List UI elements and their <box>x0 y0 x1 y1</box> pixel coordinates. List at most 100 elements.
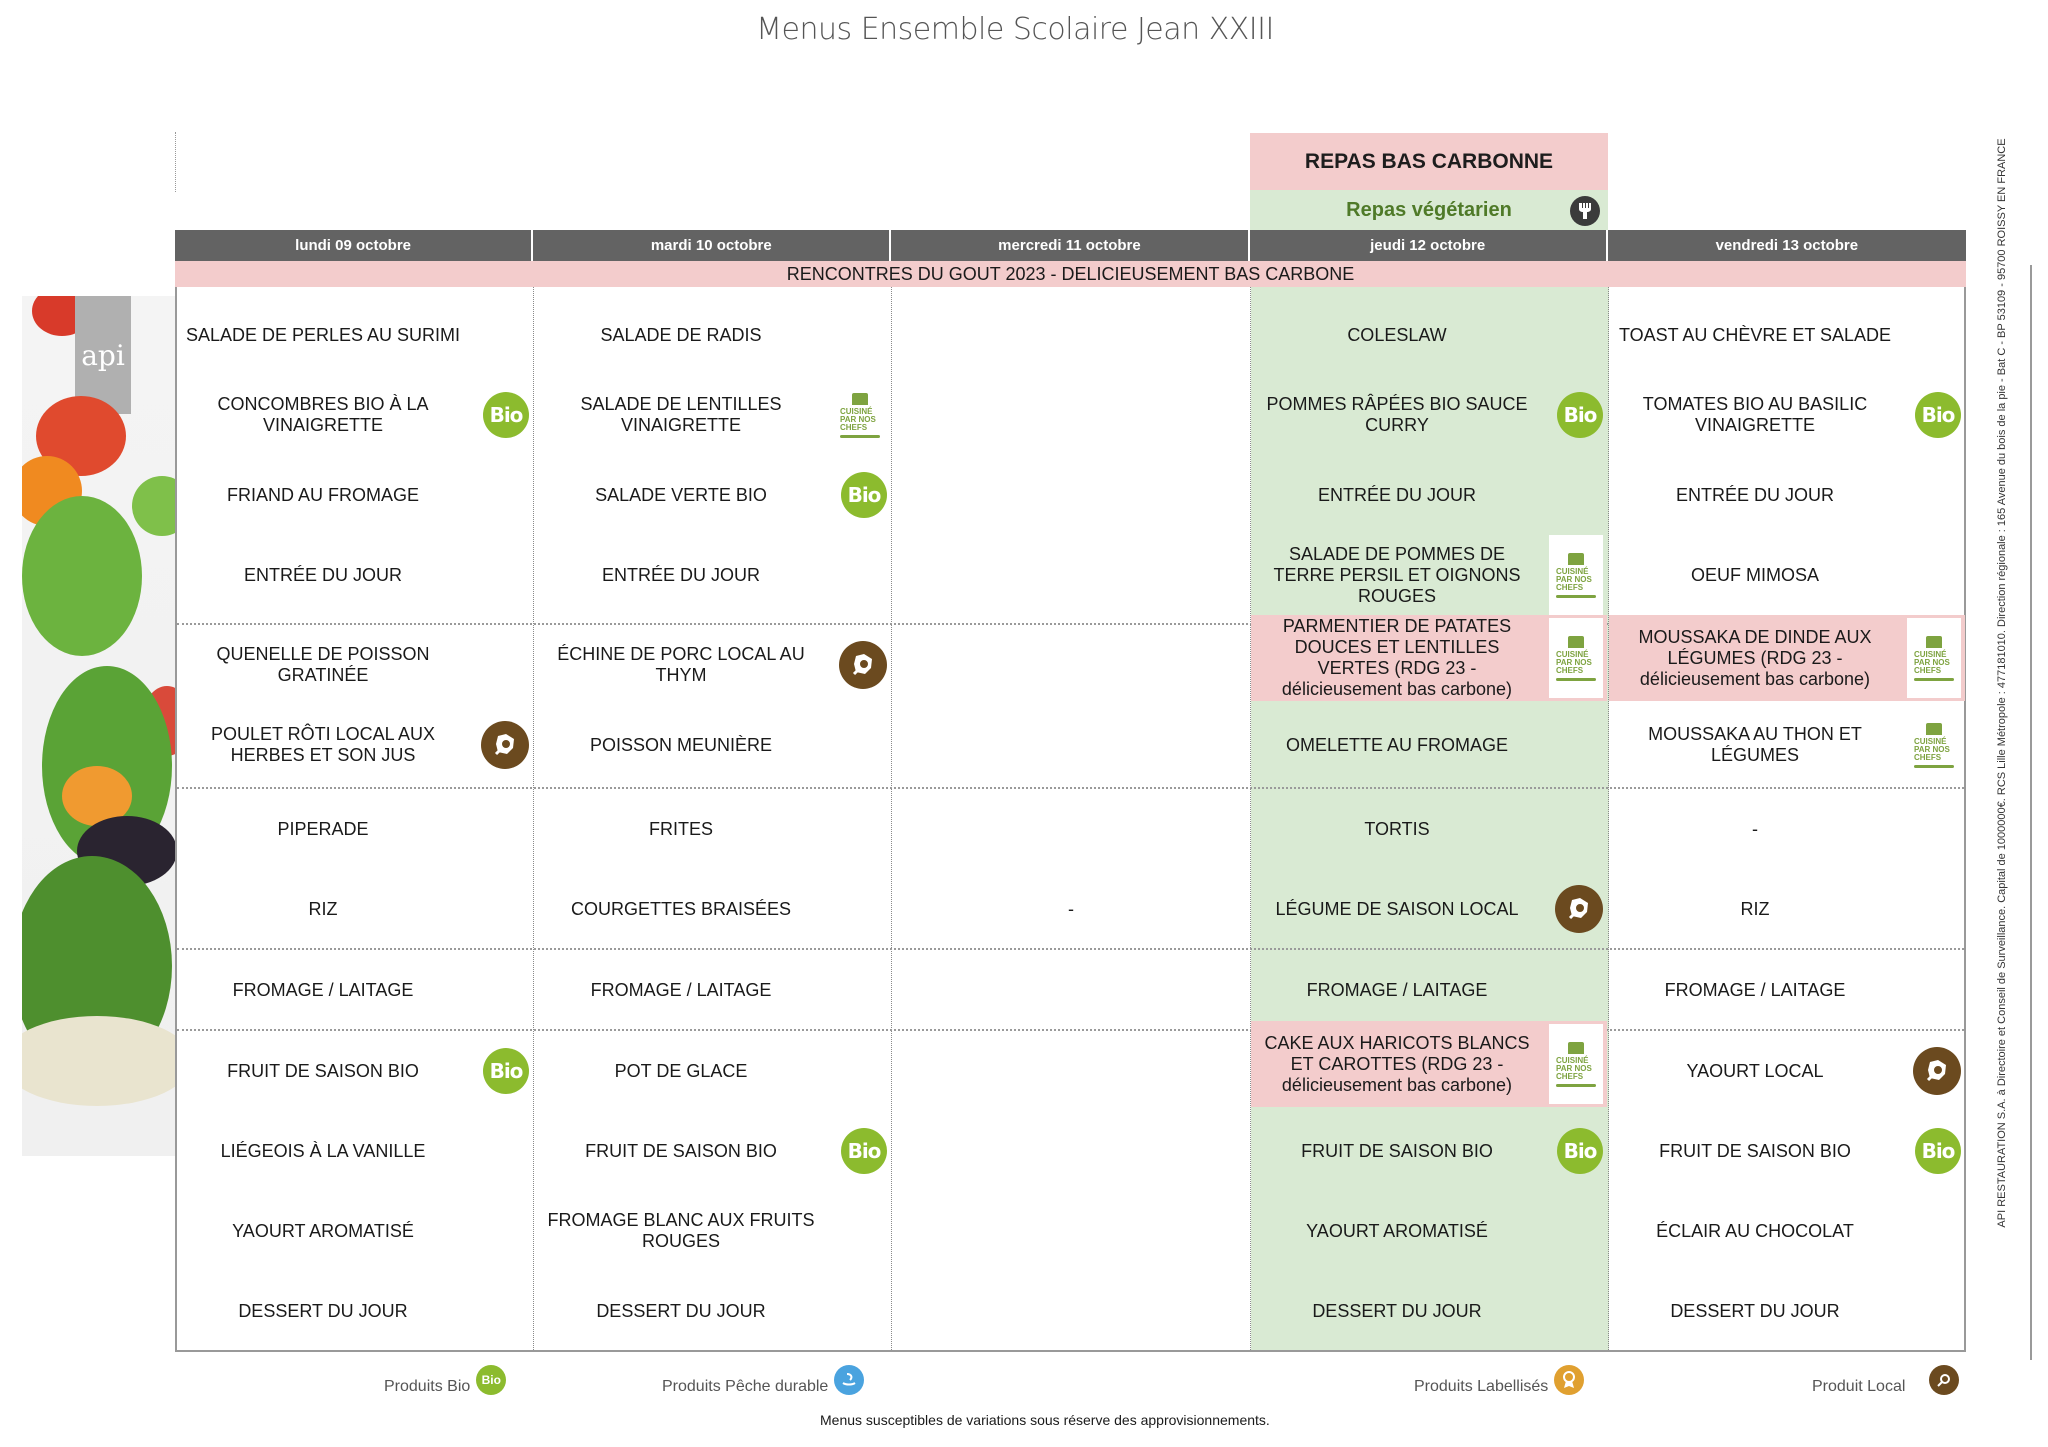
menu-item: COURGETTES BRAISÉES <box>535 869 891 949</box>
menu-item: RIZ <box>1609 869 1965 949</box>
menu-item: DESSERT DU JOUR <box>1251 1271 1607 1351</box>
menu-item: TOAST AU CHÈVRE ET SALADE <box>1609 295 1965 375</box>
menu-item: - <box>893 869 1249 949</box>
menu-item-text: POT DE GLACE <box>614 1060 748 1081</box>
menu-item: PIPERADE <box>177 789 533 869</box>
menu-item-text: - <box>1752 818 1758 839</box>
legal-text: API RESTAURATION S.A. à Directoire et Co… <box>1996 138 2008 1228</box>
menu-item: FRUIT DE SAISON BIO Bio <box>1251 1111 1607 1191</box>
day-header-monday: lundi 09 octobre <box>175 230 534 261</box>
menu-item: PARMENTIER DE PATATES DOUCES ET LENTILLE… <box>1251 615 1607 701</box>
menu-item-text: SALADE DE POMMES DE TERRE PERSIL ET OIGN… <box>1273 543 1521 606</box>
menu-item-text: FRUIT DE SAISON BIO <box>227 1060 419 1081</box>
menu-item: SALADE VERTE BIO Bio <box>535 455 891 535</box>
menu-item: CONCOMBRES BIO À LA VINAIGRETTE Bio <box>177 375 533 455</box>
menu-item: TORTIS <box>1251 789 1607 869</box>
menu-item-text: - <box>1068 898 1074 919</box>
menu-item: CAKE AUX HARICOTS BLANCS ET CAROTTES (RD… <box>1251 1021 1607 1107</box>
decorative-food-image: api <box>22 296 175 1156</box>
right-margin-line <box>2030 265 2032 1360</box>
menu-item-text: OMELETTE AU FROMAGE <box>1285 734 1509 755</box>
bio-icon: Bio <box>483 1048 529 1094</box>
menu-item: SALADE DE PERLES AU SURIMI <box>177 295 533 375</box>
menu-item-text: FRITES <box>648 818 713 839</box>
column-divider <box>1250 287 1251 1350</box>
event-banner: RENCONTRES DU GOUT 2023 - DELICIEUSEMENT… <box>175 261 1966 287</box>
menu-item-text: DESSERT DU JOUR <box>596 1300 766 1321</box>
menu-item: TOMATES BIO AU BASILIC VINAIGRETTE Bio <box>1609 375 1965 455</box>
fork-icon <box>1570 196 1600 226</box>
bio-icon: Bio <box>1915 392 1961 438</box>
menu-item: POISSON MEUNIÈRE <box>535 705 891 785</box>
local-product-icon <box>1913 1047 1961 1095</box>
legend-bio: Produits Bio Bio <box>384 1365 507 1396</box>
menu-item-text: CAKE AUX HARICOTS BLANCS ET CAROTTES (RD… <box>1264 1032 1530 1095</box>
menu-item-text: ENTRÉE DU JOUR <box>1317 484 1476 505</box>
legend-labelled: Produits Labellisés <box>1414 1365 1585 1396</box>
menu-item: FRUIT DE SAISON BIO Bio <box>177 1031 533 1111</box>
legend-local: Produit Local <box>1812 1365 1960 1396</box>
menu-item: SALADE DE LENTILLES VINAIGRETTE CUISINÉ PA… <box>535 375 891 455</box>
bio-icon: Bio <box>841 1128 887 1174</box>
menu-item-text: FRIAND AU FROMAGE <box>226 484 419 505</box>
menu-item-text: PIPERADE <box>277 818 369 839</box>
menu-item: POT DE GLACE <box>535 1031 891 1111</box>
menu-item-text: SALADE DE PERLES AU SURIMI <box>185 324 461 345</box>
legend-labelled-label: Produits Labellisés <box>1414 1378 1549 1395</box>
menu-item-text: MOUSSAKA AU THON ET LÉGUMES <box>1648 724 1862 765</box>
spinach-leaf-shape <box>22 496 142 656</box>
menu-item-text: QUENELLE DE POISSON GRATINÉE <box>216 644 430 685</box>
bio-icon: Bio <box>1557 1128 1603 1174</box>
legal-notice: API RESTAURATION S.A. à Directoire et Co… <box>1992 118 2012 1248</box>
menu-item-text: MOUSSAKA DE DINDE AUX LÉGUMES (RDG 23 - … <box>1638 626 1872 689</box>
menu-item: FRIAND AU FROMAGE <box>177 455 533 535</box>
menu-item-text: DESSERT DU JOUR <box>238 1300 408 1321</box>
menu-item: MOUSSAKA DE DINDE AUX LÉGUMES (RDG 23 - … <box>1609 615 1965 701</box>
vegetarian-meal-label: Repas végétarien <box>1250 190 1608 230</box>
menu-item: OMELETTE AU FROMAGE <box>1251 705 1607 785</box>
menu-item: YAOURT LOCAL <box>1609 1031 1965 1111</box>
menu-item: POMMES RÂPÉES BIO SAUCE CURRY Bio <box>1251 375 1607 455</box>
menu-item-text: YAOURT AROMATISÉ <box>232 1220 414 1241</box>
menu-item: YAOURT AROMATISÉ <box>177 1191 533 1271</box>
column-divider <box>891 287 892 1350</box>
menu-item-text: ENTRÉE DU JOUR <box>1675 484 1834 505</box>
menu-item: ÉCHINE DE PORC LOCAL AU THYM <box>535 625 891 705</box>
menu-item-text: POMMES RÂPÉES BIO SAUCE CURRY <box>1266 394 1528 435</box>
bowl-rim-shape <box>22 1016 175 1106</box>
menu-item-text: FROMAGE / LAITAGE <box>232 979 414 1000</box>
vegetarian-label-text: Repas végétarien <box>1346 198 1512 221</box>
menu-item: SALADE DE POMMES DE TERRE PERSIL ET OIGN… <box>1251 535 1607 615</box>
menu-item: OEUF MIMOSA <box>1609 535 1965 615</box>
bio-icon: Bio <box>841 472 887 518</box>
menu-item-text: POULET RÔTI LOCAL AUX HERBES ET SON JUS <box>210 724 436 765</box>
menu-item-text: TOMATES BIO AU BASILIC VINAIGRETTE <box>1642 394 1868 435</box>
menu-item-text: COLESLAW <box>1347 324 1447 345</box>
menu-item-text: ENTRÉE DU JOUR <box>601 564 760 585</box>
day-header-row: lundi 09 octobre mardi 10 octobre mercre… <box>175 230 1966 261</box>
homemade-chef-icon: CUISINÉ PAR NOS CHEFS <box>1549 535 1603 615</box>
day-header-friday: vendredi 13 octobre <box>1715 237 1859 254</box>
menu-item-text: FRUIT DE SAISON BIO <box>585 1140 777 1161</box>
menu-item: ENTRÉE DU JOUR <box>177 535 533 615</box>
divider <box>175 132 176 192</box>
menu-table: SALADE DE PERLES AU SURIMI CONCOMBRES BIO… <box>175 287 1966 1352</box>
menu-item-text: YAOURT AROMATISÉ <box>1306 1220 1488 1241</box>
menu-item-text: LÉGUME DE SAISON LOCAL <box>1275 898 1519 919</box>
ribbon-icon <box>1554 1365 1585 1395</box>
menu-item-text: ENTRÉE DU JOUR <box>243 564 402 585</box>
section-divider-accompagnements <box>177 948 1964 950</box>
menu-item: RIZ <box>177 869 533 949</box>
menu-item: QUENELLE DE POISSON GRATINÉE <box>177 625 533 705</box>
homemade-chef-icon: CUISINÉ PAR NOS CHEFS <box>1549 1024 1603 1104</box>
menu-item: YAOURT AROMATISÉ <box>1251 1191 1607 1271</box>
menu-item: FROMAGE / LAITAGE <box>1609 950 1965 1030</box>
menu-item-text: FROMAGE / LAITAGE <box>590 979 772 1000</box>
menu-item-text: ÉCLAIR AU CHOCOLAT <box>1656 1220 1854 1241</box>
day-header-thursday: jeudi 12 octobre <box>1250 230 1608 261</box>
menu-item-text: RIZ <box>1740 898 1770 919</box>
column-divider <box>533 287 534 1350</box>
menu-item-text: OEUF MIMOSA <box>1690 564 1819 585</box>
menu-item-text: TOAST AU CHÈVRE ET SALADE <box>1618 324 1892 345</box>
menu-item: DESSERT DU JOUR <box>177 1271 533 1351</box>
